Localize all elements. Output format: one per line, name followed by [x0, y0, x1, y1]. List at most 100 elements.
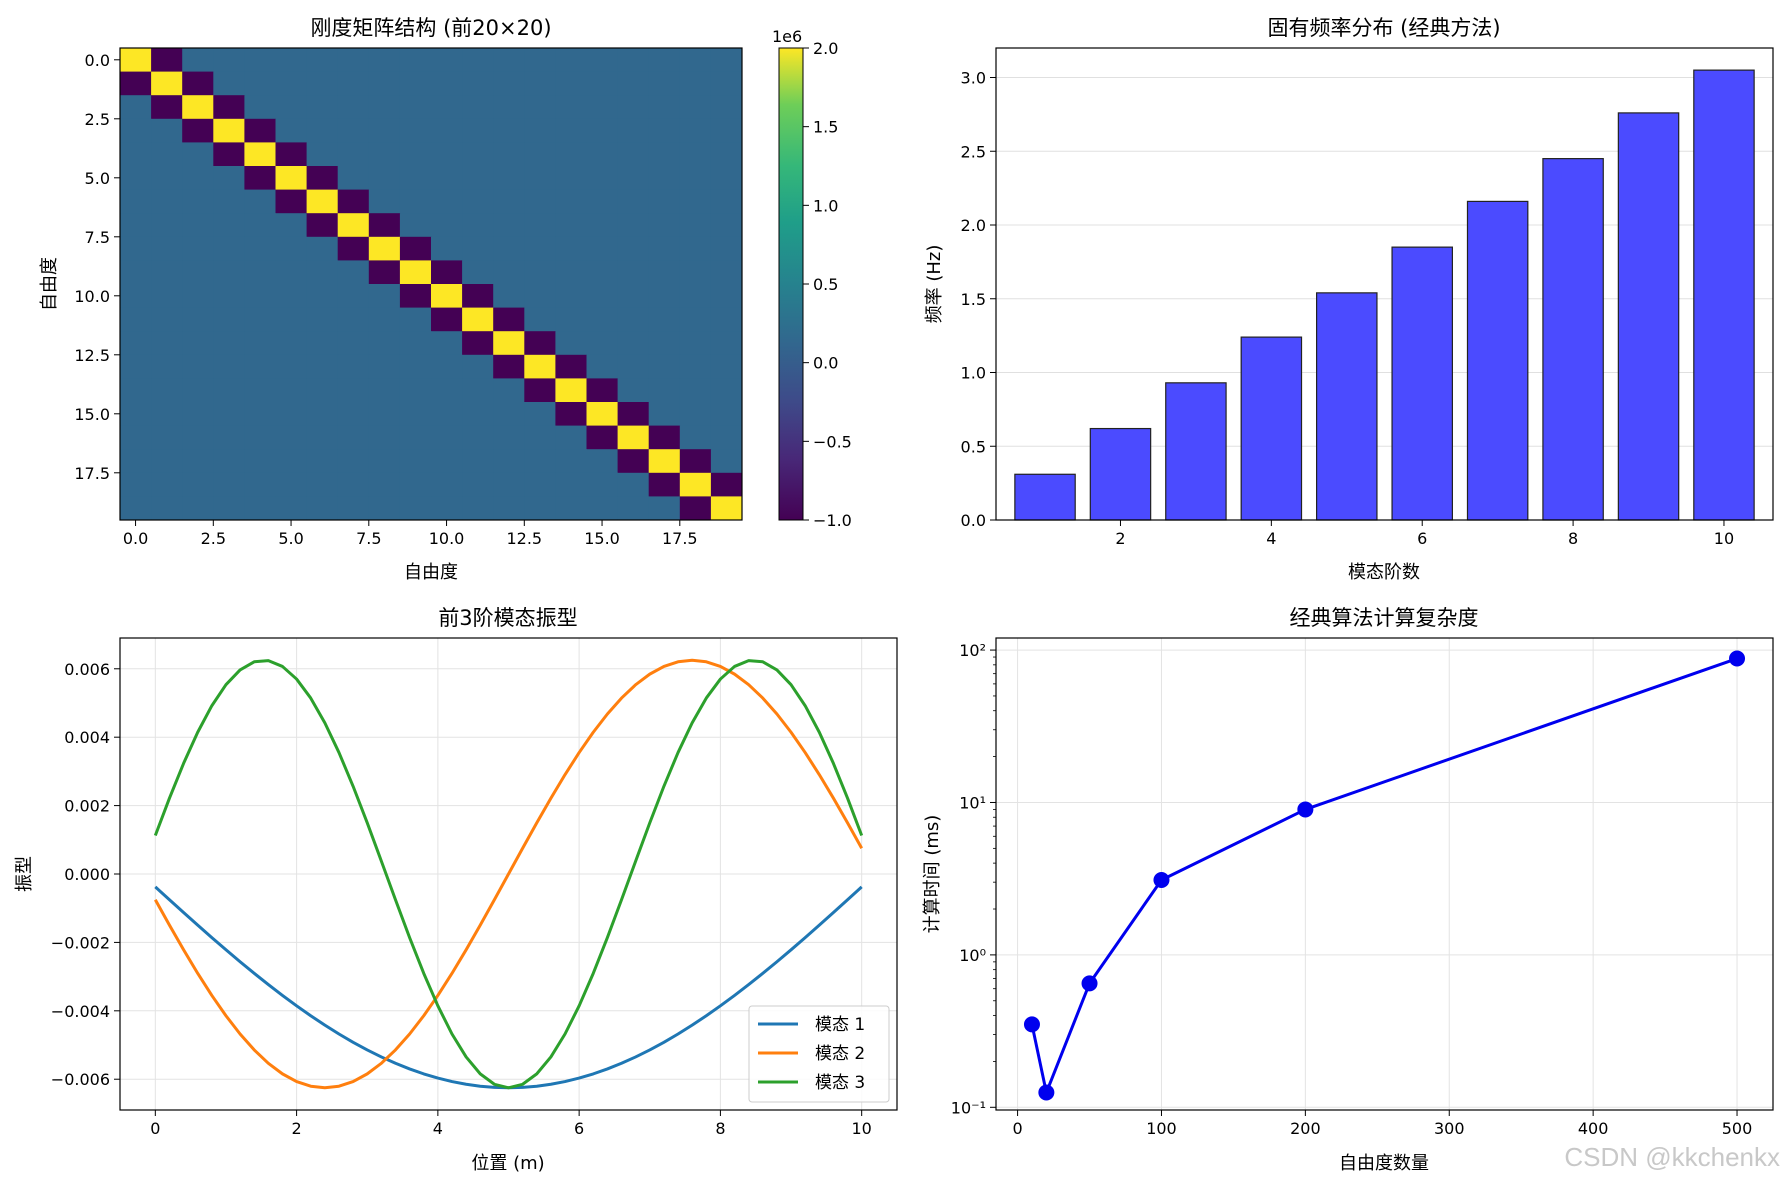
- heatmap-cell-17-2: [182, 449, 214, 474]
- complexity-xtick-label: 100: [1146, 1119, 1177, 1138]
- heatmap-cell-19-6: [306, 496, 339, 521]
- heatmap-cell-16-16: [617, 425, 650, 450]
- heatmap-cell-2-2: [182, 95, 214, 120]
- heatmap-cell-4-19: [710, 142, 743, 167]
- heatmap-cell-19-13: [524, 496, 556, 521]
- heatmap-cell-8-10: [431, 236, 463, 261]
- heatmap-cell-11-5: [275, 307, 307, 332]
- heatmap-cell-17-19: [710, 449, 743, 474]
- bar-title: 固有频率分布 (经典方法): [1267, 16, 1500, 40]
- heatmap-cell-9-2: [182, 260, 214, 285]
- heatmap-cell-1-14: [555, 71, 587, 96]
- bar-mode-6: [1391, 246, 1453, 521]
- heatmap-cell-9-1: [151, 260, 183, 285]
- heatmap-cell-11-10: [431, 307, 463, 332]
- heatmap-cell-19-15: [586, 496, 618, 521]
- complexity-line: [1030, 657, 1738, 1095]
- mode-ytick-label: 0.002: [64, 797, 110, 816]
- heatmap-cell-15-10: [431, 402, 463, 426]
- heatmap-cell-13-2: [182, 354, 214, 379]
- heatmap-cell-10-19: [710, 284, 743, 308]
- colorbar-tick-label: 2.0: [813, 39, 838, 58]
- heatmap-cell-3-10: [431, 118, 463, 143]
- heatmap-cell-13-11: [462, 354, 494, 379]
- heatmap-cell-5-10: [431, 166, 463, 190]
- heatmap-cell-11-14: [555, 307, 587, 332]
- heatmap-cell-8-11: [462, 236, 494, 261]
- heatmap-cell-16-5: [275, 425, 307, 450]
- heatmap-cell-9-8: [368, 260, 401, 285]
- colorbar-tick-label: 1.5: [813, 118, 838, 137]
- heatmap-xtick-label: 17.5: [662, 529, 698, 548]
- heatmap-xtick-label: 10.0: [429, 529, 465, 548]
- legend-label-mode3: 模态 3: [815, 1073, 865, 1093]
- heatmap-cell-17-4: [244, 449, 276, 474]
- heatmap-cell-18-5: [275, 472, 307, 497]
- heatmap-cell-1-2: [182, 71, 214, 96]
- heatmap-cell-14-8: [368, 378, 401, 403]
- heatmap-cell-6-18: [679, 189, 712, 214]
- heatmap-cell-4-4: [244, 142, 276, 167]
- heatmap-cell-7-14: [555, 213, 587, 238]
- bar-mode-2: [1089, 427, 1152, 521]
- heatmap-cell-19-1: [151, 496, 183, 521]
- heatmap-cell-3-5: [275, 118, 307, 143]
- heatmap-cell-18-9: [399, 472, 432, 497]
- heatmap-cell-5-8: [368, 166, 401, 190]
- mode-xlabel: 位置 (m): [471, 1153, 544, 1174]
- heatmap-cell-0-14: [555, 48, 587, 72]
- heatmap-cell-1-4: [244, 71, 276, 96]
- colorbar: [778, 47, 804, 521]
- heatmap-cell-18-4: [244, 472, 276, 497]
- heatmap-cell-7-19: [710, 213, 743, 238]
- heatmap-cell-13-6: [306, 354, 339, 379]
- heatmap-cell-13-18: [679, 354, 712, 379]
- heatmap-cell-12-16: [617, 331, 650, 356]
- bar-ytick-label: 2.0: [961, 216, 986, 235]
- heatmap-cell-0-10: [431, 48, 463, 72]
- heatmap-cell-12-9: [399, 331, 432, 356]
- heatmap-cell-4-2: [182, 142, 214, 167]
- heatmap-cell-5-12: [493, 166, 525, 190]
- heatmap-cell-9-13: [524, 260, 556, 285]
- heatmap-cell-4-6: [306, 142, 339, 167]
- heatmap-cell-17-14: [555, 449, 587, 474]
- heatmap-title: 刚度矩阵结构 (前20×20): [310, 16, 551, 40]
- heatmap-cell-2-14: [555, 95, 587, 120]
- heatmap-cell-10-18: [679, 284, 712, 308]
- heatmap-cell-5-3: [213, 166, 245, 190]
- complexity-ytick-label: 10⁰: [959, 946, 986, 965]
- heatmap-cell-12-18: [679, 331, 712, 356]
- heatmap-cell-7-7: [337, 213, 370, 238]
- heatmap-cell-1-7: [337, 71, 370, 96]
- heatmap-cell-10-1: [151, 284, 183, 308]
- heatmap-cell-15-1: [151, 402, 183, 426]
- complexity-gridlines: [996, 638, 1773, 1110]
- heatmap-cell-10-14: [555, 284, 587, 308]
- heatmap-cell-4-13: [524, 142, 556, 167]
- heatmap-cell-19-11: [462, 496, 494, 521]
- mode-x-ticks: 0 2 4 6 8 10: [150, 1110, 872, 1138]
- heatmap-cell-14-1: [151, 378, 183, 403]
- heatmap-cell-6-8: [368, 189, 401, 214]
- heatmap-cell-4-10: [431, 142, 463, 167]
- heatmap-cell-16-3: [213, 425, 245, 450]
- heatmap-cell-4-9: [399, 142, 432, 167]
- heatmap-cell-17-0: [120, 449, 152, 474]
- heatmap-cell-11-3: [213, 307, 245, 332]
- heatmap-ytick-label: 15.0: [74, 405, 110, 424]
- heatmap-cell-3-14: [555, 118, 587, 143]
- heatmap-cell-1-17: [648, 71, 681, 96]
- bar-xtick-label: 6: [1417, 529, 1427, 548]
- heatmap-cell-10-15: [586, 284, 618, 308]
- heatmap-cell-12-4: [244, 331, 276, 356]
- heatmap-cell-9-12: [493, 260, 525, 285]
- heatmap-cell-11-6: [306, 307, 339, 332]
- heatmap-cell-13-1: [151, 354, 183, 379]
- heatmap-cell-8-17: [648, 236, 681, 261]
- heatmap-cell-14-6: [306, 378, 339, 403]
- heatmap-xtick-label: 15.0: [584, 529, 620, 548]
- colorbar-tick-label: 0.0: [813, 354, 838, 373]
- heatmap-cell-4-5: [275, 142, 307, 167]
- complexity-xtick-label: 500: [1722, 1119, 1753, 1138]
